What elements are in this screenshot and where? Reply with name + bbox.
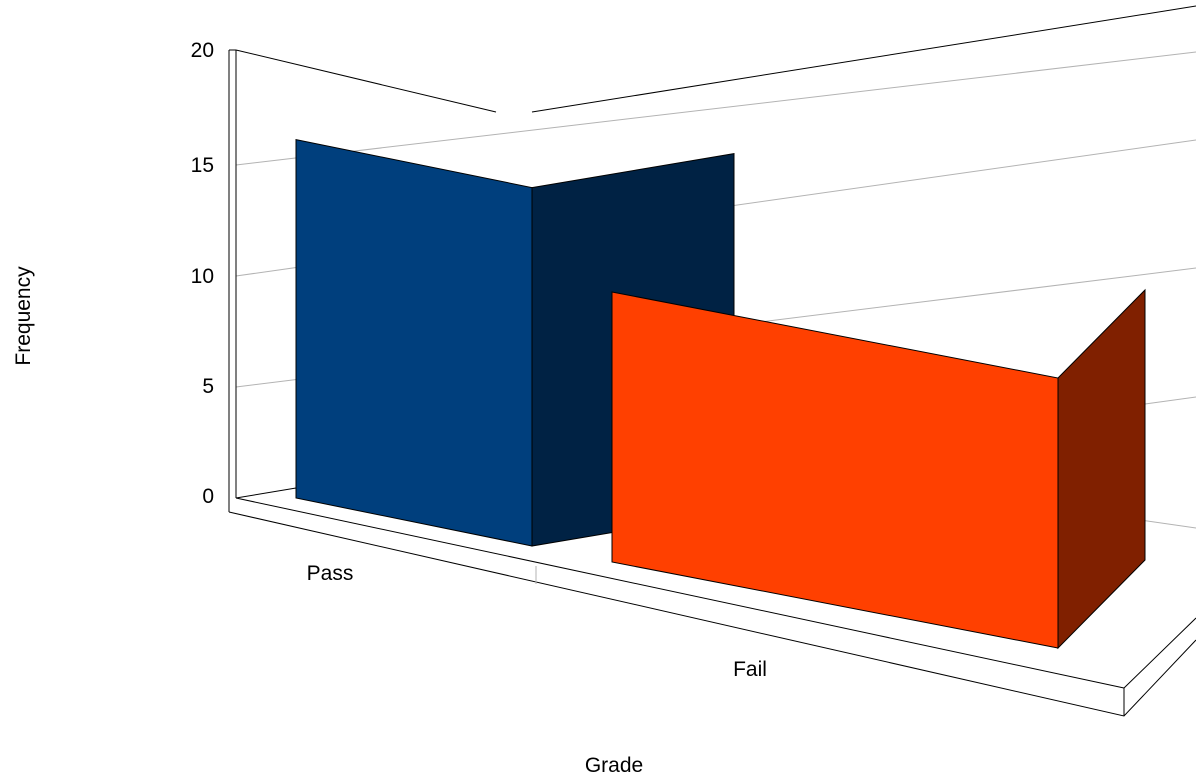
y-tick-labels: 0 5 10 15 20 xyxy=(191,39,214,508)
back-wall-top xyxy=(531,5,1196,113)
y-tick-label: 15 xyxy=(191,154,214,177)
y-tick-label: 20 xyxy=(191,39,214,62)
back-wall-top-left xyxy=(235,49,497,113)
floor-front xyxy=(235,497,1125,689)
x-tick-labels: Pass Fail xyxy=(307,562,767,681)
x-tick-label-pass: Pass xyxy=(307,562,354,585)
bar-side-fail xyxy=(1057,288,1146,650)
y-tick-label: 10 xyxy=(191,265,214,288)
y-axis-title: Frequency xyxy=(12,266,35,366)
bar-pass xyxy=(295,138,533,547)
chart-frame xyxy=(228,5,1196,717)
floor-right xyxy=(1123,617,1196,689)
x-axis-title: Grade xyxy=(585,754,643,777)
bar-fail xyxy=(611,291,1059,649)
y-tick-label: 0 xyxy=(202,485,214,508)
x-tick-label-fail: Fail xyxy=(733,658,767,681)
gridline-right-5 xyxy=(1144,396,1196,405)
y-tick-label: 5 xyxy=(202,375,214,398)
floor-back-left xyxy=(235,487,297,499)
gridline-15 xyxy=(235,51,1196,166)
bars xyxy=(295,138,1146,650)
